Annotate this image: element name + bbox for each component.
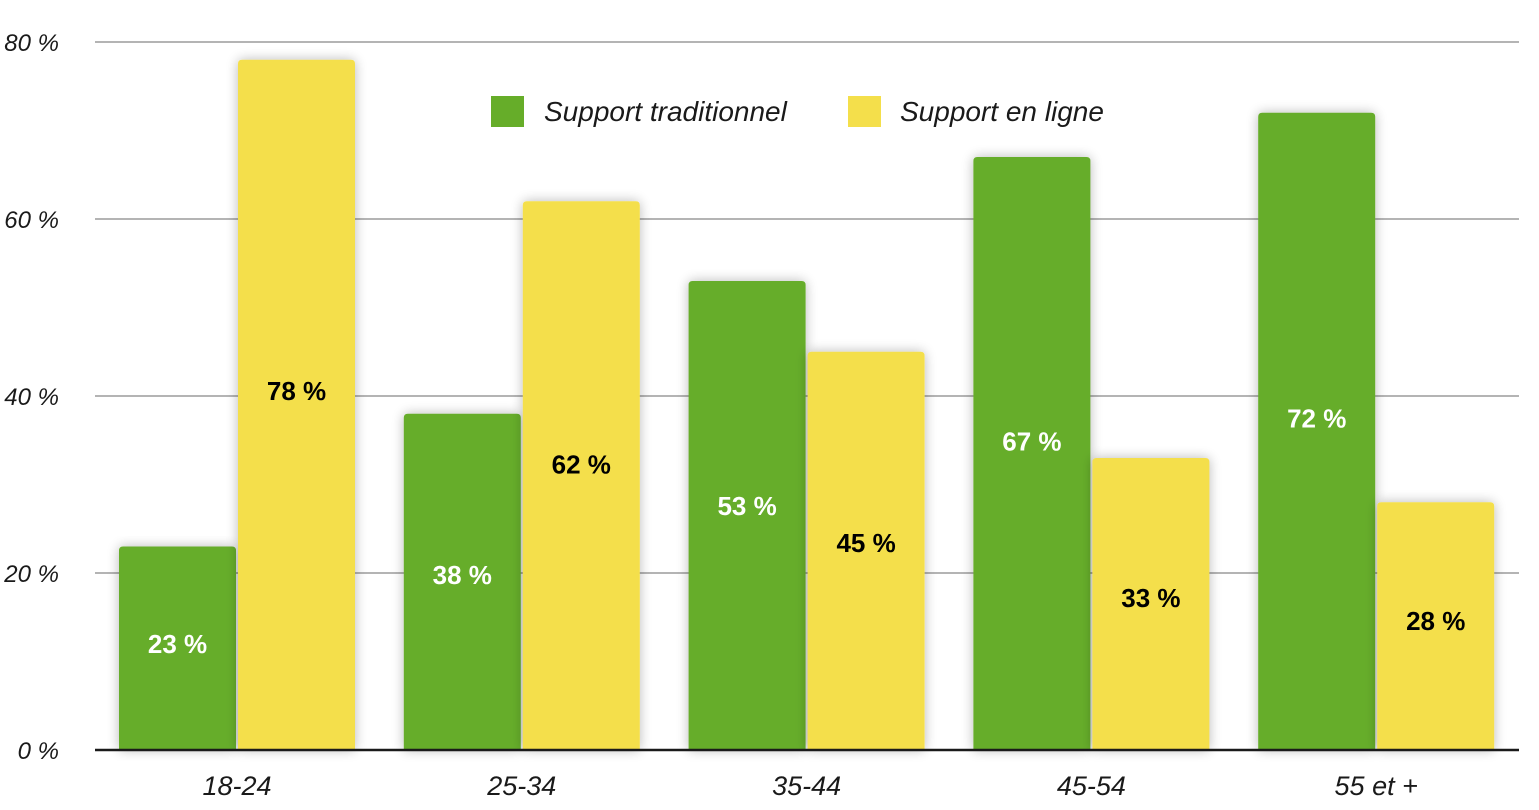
y-axis-tick-labels: 0 % 20 % 40 % 60 % 80 % [3,30,59,765]
y-tick-label-80: 80 % [4,30,59,57]
data-label-1-1: 62 % [552,450,611,480]
data-label-1-2: 45 % [836,528,895,558]
data-label-1-3: 33 % [1121,583,1180,613]
x-tick-label-3: 45-54 [1057,771,1126,801]
bar-1-1 [522,201,640,751]
legend-swatch-1 [848,96,881,127]
y-tick-label-60: 60 % [4,207,59,234]
data-label-0-4: 72 % [1287,404,1346,434]
bar-1-3 [1092,457,1210,750]
bar-1-2 [807,351,925,750]
legend-label-1: Support en ligne [900,96,1104,127]
x-tick-label-0: 18-24 [202,771,271,801]
legend-label-0: Support traditionnel [544,96,788,127]
bar-1-0 [238,59,355,750]
data-label-1-4: 28 % [1406,606,1465,636]
legend-swatch-0 [491,96,524,127]
data-label-0-1: 38 % [433,560,492,590]
legend: Support traditionnel Support en ligne [491,96,1104,127]
y-tick-label-0: 0 % [18,738,59,765]
data-label-0-3: 67 % [1002,427,1061,457]
x-axis-category-labels: 18-24 25-34 35-44 45-54 55 et + [202,771,1417,801]
bar-0-1 [403,413,521,750]
bars: 23 % 78 % 38 % 62 % 53 % 45 % 67 % 33 % 72 % 28 % [119,59,1495,751]
bar-0-2 [688,280,806,750]
bar-1-4 [1377,502,1495,750]
x-tick-label-2: 35-44 [772,771,841,801]
data-label-1-0: 78 % [267,376,326,406]
x-tick-label-1: 25-34 [486,771,556,801]
y-tick-label-40: 40 % [4,384,59,411]
data-label-0-0: 23 % [148,629,207,659]
bar-0-4 [1258,112,1376,751]
bar-0-3 [973,157,1091,751]
y-tick-label-20: 20 % [3,561,59,588]
bar-0-0 [119,546,236,750]
x-tick-label-4: 55 et + [1335,771,1418,801]
data-label-0-2: 53 % [717,491,776,521]
